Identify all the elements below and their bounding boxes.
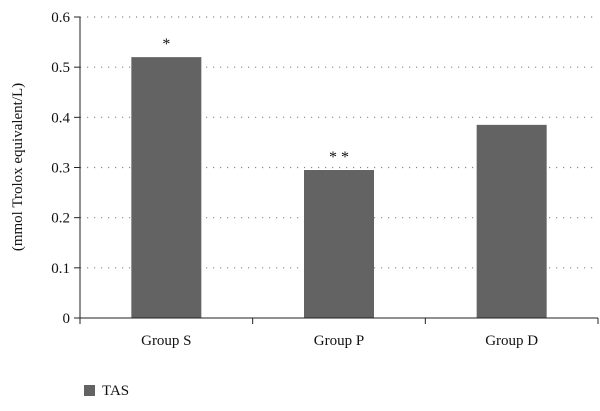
bar-annotations: * * * bbox=[162, 36, 349, 166]
y-axis-label: (mmol Trolox equivalent/L) bbox=[10, 83, 26, 251]
x-ticks: Group S Group P Group D bbox=[79, 318, 599, 349]
x-tick-label: Group S bbox=[141, 333, 191, 349]
bar-group-p bbox=[304, 170, 374, 318]
legend: TAS bbox=[84, 383, 129, 399]
y-tick-label: 0.5 bbox=[51, 60, 70, 76]
legend-label-tas: TAS bbox=[102, 383, 129, 399]
legend-swatch-tas bbox=[84, 385, 95, 396]
x-tick-label: Group D bbox=[485, 333, 538, 349]
y-tick-label: 0.3 bbox=[51, 161, 70, 177]
y-ticks: 0 0.1 0.2 0.3 0.4 0.5 0.6 bbox=[51, 10, 80, 327]
significance-marker: * bbox=[162, 36, 170, 53]
y-tick-label: 0.1 bbox=[51, 261, 70, 277]
significance-marker: * * bbox=[329, 149, 349, 166]
x-tick-label: Group P bbox=[314, 333, 364, 349]
y-tick-label: 0.6 bbox=[51, 10, 70, 26]
bar-group-s bbox=[131, 57, 202, 319]
y-tick-label: 0 bbox=[63, 311, 71, 327]
y-tick-label: 0.2 bbox=[51, 211, 70, 227]
bars bbox=[131, 57, 547, 319]
y-tick-label: 0.4 bbox=[51, 110, 70, 126]
bar-group-d bbox=[476, 124, 547, 318]
